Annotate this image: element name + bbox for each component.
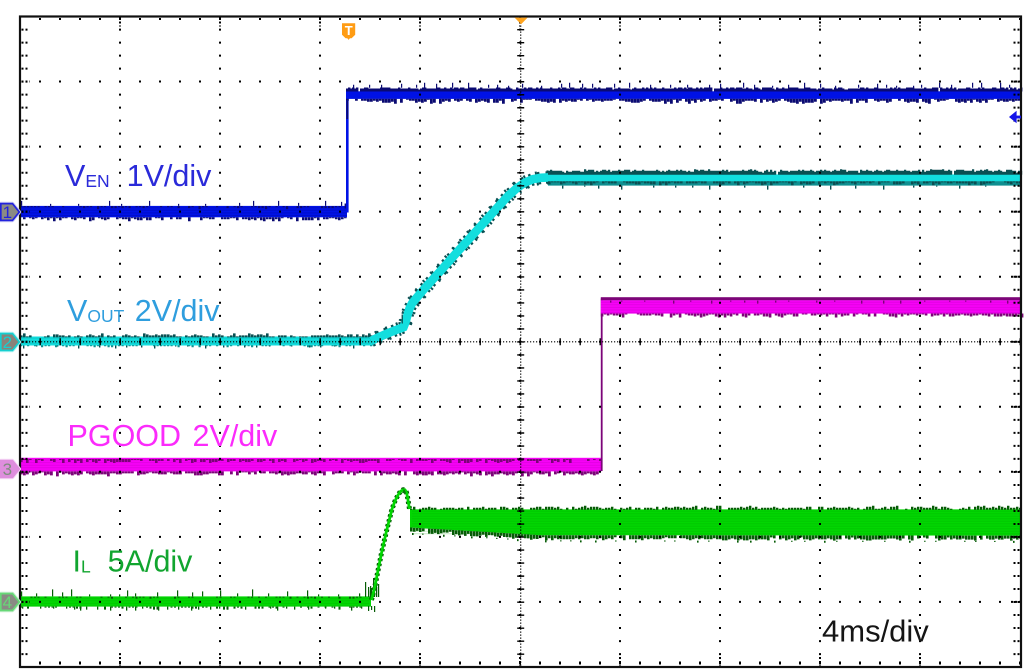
svg-text:1: 1 bbox=[3, 203, 12, 222]
svg-text:3: 3 bbox=[3, 460, 12, 479]
svg-text:4: 4 bbox=[3, 593, 12, 612]
svg-text:2: 2 bbox=[3, 333, 12, 352]
svg-text:4ms/div: 4ms/div bbox=[822, 614, 929, 649]
svg-text:T: T bbox=[345, 23, 353, 38]
svg-text:IL 5A/div: IL 5A/div bbox=[73, 545, 194, 579]
svg-text:VOUT 2V/div: VOUT 2V/div bbox=[67, 294, 220, 328]
svg-text:PGOOD 2V/div: PGOOD 2V/div bbox=[68, 419, 279, 453]
